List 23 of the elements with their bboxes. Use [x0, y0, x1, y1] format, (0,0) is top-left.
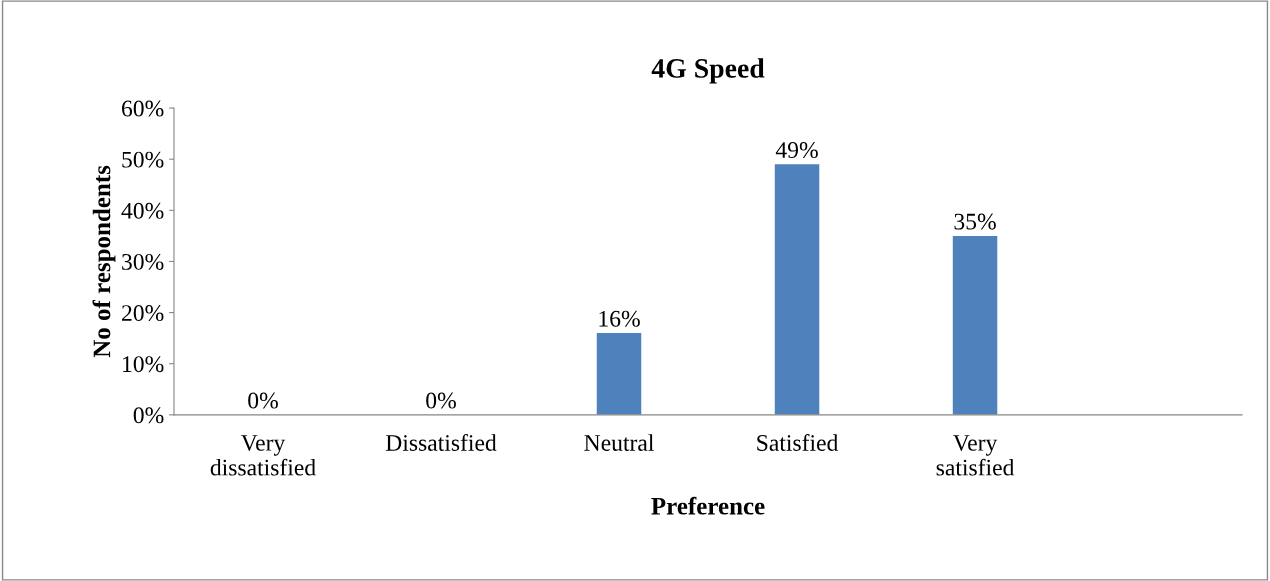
data-label: 35% — [954, 213, 996, 230]
bar — [774, 164, 820, 415]
chart-title: 4G Speed — [651, 58, 765, 84]
x-tick-label: Satisfied — [757, 434, 839, 451]
y-tick-label: 30% — [122, 253, 164, 270]
x-tick-label: Very dissatisfied — [210, 435, 316, 476]
data-label: 0% — [248, 392, 278, 409]
x-tick-label: Very satisfied — [936, 435, 1015, 476]
y-tick-label: 0% — [133, 407, 164, 424]
data-label: 16% — [599, 310, 640, 327]
x-tick-label: Neutral — [584, 434, 654, 451]
y-tick-label: 10% — [123, 356, 164, 373]
x-axis-title: Preference — [651, 496, 765, 515]
x-tick-label: Dissatisfied — [385, 434, 497, 451]
data-label: 0% — [426, 392, 456, 409]
y-axis-title: No of respondents — [92, 165, 116, 358]
y-tick-label: 50% — [122, 151, 164, 168]
bar — [596, 333, 642, 415]
y-tick-label: 20% — [122, 305, 164, 322]
bar — [952, 235, 998, 415]
data-label: 49% — [775, 142, 818, 159]
y-tick-label: 40% — [121, 202, 164, 219]
y-tick-label: 60% — [122, 100, 164, 117]
